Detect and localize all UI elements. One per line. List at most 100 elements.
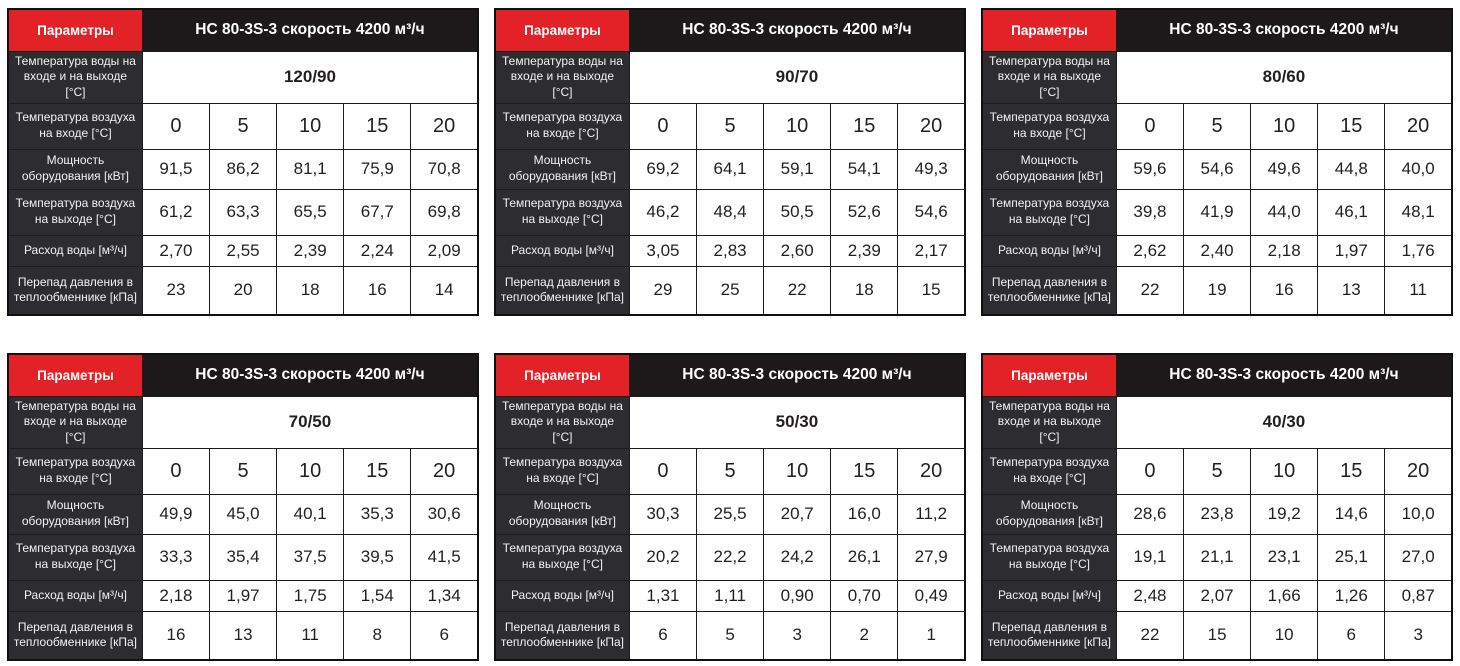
pressure-drop-value: 1 (897, 610, 966, 661)
water-flow-value: 1,76 (1384, 234, 1453, 267)
water-flow-value: 2,70 (141, 234, 211, 267)
power-value: 86,2 (209, 148, 278, 190)
pressure-drop-value: 19 (1183, 265, 1252, 316)
water-flow-value: 1,11 (696, 579, 765, 612)
pressure-drop-value: 15 (897, 265, 966, 316)
water-flow-value: 0,49 (897, 579, 966, 612)
pressure-drop-value: 11 (276, 610, 345, 661)
air-out-value: 52,6 (830, 188, 899, 236)
air-out-temp-row: Температура воздуха на выходе [°C] 19,1 … (981, 533, 1453, 581)
water-flow-row: Расход воды [м³/ч] 3,05 2,83 2,60 2,39 2… (494, 234, 966, 267)
row-label-water-flow: Расход воды [м³/ч] (494, 579, 630, 612)
air-out-value: 39,8 (1115, 188, 1185, 236)
water-flow-value: 2,40 (1183, 234, 1252, 267)
air-out-value: 48,4 (696, 188, 765, 236)
pressure-drop-value: 13 (1317, 265, 1386, 316)
table-title: НС 80-3S-3 скорость 4200 м³/ч (1115, 8, 1453, 52)
water-flow-value: 0,90 (763, 579, 832, 612)
row-label-air-out: Температура воздуха на выходе [°C] (7, 188, 143, 236)
air-in-value: 10 (1250, 447, 1319, 495)
spec-table: Параметры НС 80-3S-3 скорость 4200 м³/ч … (494, 353, 966, 661)
pressure-drop-value: 14 (410, 265, 479, 316)
air-out-temp-row: Температура воздуха на выходе [°C] 39,8 … (981, 188, 1453, 236)
air-out-value: 41,9 (1183, 188, 1252, 236)
water-flow-value: 2,09 (410, 234, 479, 267)
air-in-value: 10 (1250, 102, 1319, 150)
row-label-pressure-drop: Перепад давления в теплообменнике [кПа] (494, 265, 630, 316)
row-label-water-temp: Температура воды на входе и на выходе [°… (494, 395, 630, 449)
air-out-temp-row: Температура воздуха на выходе [°C] 20,2 … (494, 533, 966, 581)
pressure-drop-row: Перепад давления в теплообменнике [кПа] … (494, 610, 966, 661)
air-in-value: 15 (343, 447, 412, 495)
power-value: 49,3 (897, 148, 966, 190)
air-in-value: 5 (209, 102, 278, 150)
water-temp-value: 120/90 (141, 50, 479, 104)
pressure-drop-row: Перепад давления в теплообменнике [кПа] … (981, 265, 1453, 316)
pressure-drop-value: 5 (696, 610, 765, 661)
power-value: 69,2 (628, 148, 698, 190)
row-label-pressure-drop: Перепад давления в теплообменнике [кПа] (494, 610, 630, 661)
air-in-value: 10 (763, 447, 832, 495)
pressure-drop-value: 11 (1384, 265, 1453, 316)
header-row: Параметры НС 80-3S-3 скорость 4200 м³/ч (981, 353, 1453, 397)
air-in-value: 5 (1183, 447, 1252, 495)
header-row: Параметры НС 80-3S-3 скорость 4200 м³/ч (494, 353, 966, 397)
tables-grid: Параметры НС 80-3S-3 скорость 4200 м³/ч … (7, 8, 1453, 661)
air-in-value: 10 (276, 102, 345, 150)
air-in-temp-row: Температура воздуха на входе [°C] 0 5 10… (494, 447, 966, 495)
power-value: 11,2 (897, 493, 966, 535)
power-value: 54,6 (1183, 148, 1252, 190)
pressure-drop-value: 16 (141, 610, 211, 661)
air-out-value: 27,0 (1384, 533, 1453, 581)
air-out-value: 67,7 (343, 188, 412, 236)
air-out-value: 33,3 (141, 533, 211, 581)
water-flow-value: 0,70 (830, 579, 899, 612)
power-value: 20,7 (763, 493, 832, 535)
air-out-value: 48,1 (1384, 188, 1453, 236)
spec-table: Параметры НС 80-3S-3 скорость 4200 м³/ч … (494, 8, 966, 316)
air-in-value: 0 (1115, 102, 1185, 150)
water-temp-value: 40/30 (1115, 395, 1453, 449)
power-value: 40,1 (276, 493, 345, 535)
row-label-water-flow: Расход воды [м³/ч] (981, 579, 1117, 612)
spec-table: Параметры НС 80-3S-3 скорость 4200 м³/ч … (981, 8, 1453, 316)
pressure-drop-row: Перепад давления в теплообменнике [кПа] … (981, 610, 1453, 661)
power-row: Мощность оборудования [кВт] 30,3 25,5 20… (494, 493, 966, 535)
air-in-value: 15 (830, 102, 899, 150)
power-value: 54,1 (830, 148, 899, 190)
power-value: 35,3 (343, 493, 412, 535)
table-title: НС 80-3S-3 скорость 4200 м³/ч (1115, 353, 1453, 397)
power-value: 25,5 (696, 493, 765, 535)
power-value: 64,1 (696, 148, 765, 190)
row-label-air-in: Температура воздуха на входе [°C] (494, 447, 630, 495)
air-in-value: 15 (1317, 447, 1386, 495)
water-temp-value: 70/50 (141, 395, 479, 449)
air-in-value: 0 (628, 447, 698, 495)
power-row: Мощность оборудования [кВт] 69,2 64,1 59… (494, 148, 966, 190)
pressure-drop-value: 6 (628, 610, 698, 661)
row-label-power: Мощность оборудования [кВт] (981, 493, 1117, 535)
air-in-value: 5 (696, 102, 765, 150)
air-in-value: 5 (1183, 102, 1252, 150)
pressure-drop-value: 25 (696, 265, 765, 316)
power-row: Мощность оборудования [кВт] 49,9 45,0 40… (7, 493, 479, 535)
pressure-drop-value: 6 (1317, 610, 1386, 661)
air-in-value: 0 (628, 102, 698, 150)
water-flow-row: Расход воды [м³/ч] 1,31 1,11 0,90 0,70 0… (494, 579, 966, 612)
row-label-water-flow: Расход воды [м³/ч] (7, 579, 143, 612)
air-out-value: 69,8 (410, 188, 479, 236)
row-label-air-in: Температура воздуха на входе [°C] (7, 447, 143, 495)
power-value: 23,8 (1183, 493, 1252, 535)
water-flow-value: 2,07 (1183, 579, 1252, 612)
power-value: 28,6 (1115, 493, 1185, 535)
pressure-drop-value: 18 (276, 265, 345, 316)
water-flow-value: 2,24 (343, 234, 412, 267)
air-out-value: 46,1 (1317, 188, 1386, 236)
power-value: 40,0 (1384, 148, 1453, 190)
power-value: 91,5 (141, 148, 211, 190)
water-flow-value: 1,26 (1317, 579, 1386, 612)
water-flow-value: 2,39 (830, 234, 899, 267)
water-flow-value: 3,05 (628, 234, 698, 267)
power-value: 16,0 (830, 493, 899, 535)
row-label-water-temp: Температура воды на входе и на выходе [°… (7, 395, 143, 449)
